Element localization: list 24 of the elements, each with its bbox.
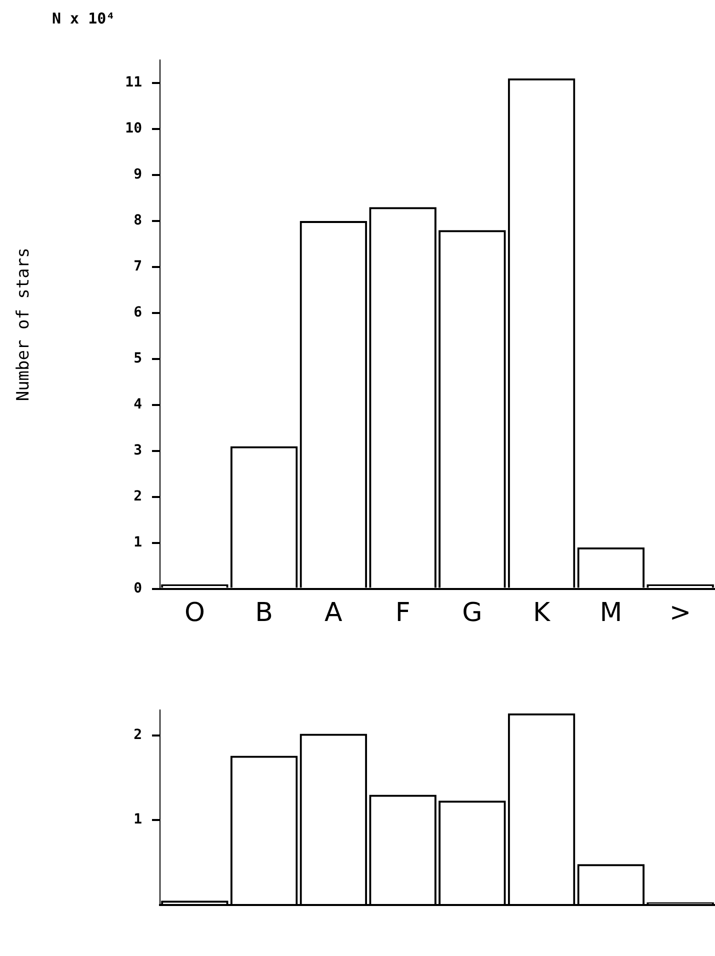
y-tick-label: 3 (134, 442, 142, 458)
x-tick-label: > (669, 598, 692, 628)
y-tick-label: 5 (134, 350, 142, 367)
y-tick-label: 2 (134, 727, 142, 744)
x-tick-label: M (600, 598, 622, 628)
y-tick-label: 7 (134, 258, 142, 275)
x-tick-label: F (395, 598, 410, 628)
y-axis-title: Number of stars (14, 248, 34, 402)
y-tick-label: 1 (134, 534, 142, 550)
y-tick-label: 8 (134, 212, 142, 229)
text: N x 10⁴ (52, 9, 116, 28)
y-tick-label: 1 (134, 812, 142, 828)
x-tick-label: O (184, 598, 205, 628)
y-tick-label: 4 (134, 396, 142, 413)
x-tick-label: G (462, 598, 482, 628)
y-tick-label: 9 (134, 166, 142, 183)
y-tick-label: 2 (134, 488, 142, 504)
y-tick-label: 11 (125, 74, 142, 91)
y-tick-label: 10 (125, 120, 142, 137)
x-tick-label: K (533, 598, 552, 628)
x-tick-label: B (255, 598, 273, 628)
y-tick-label: 6 (134, 304, 142, 321)
y-tick-label: 0 (134, 580, 142, 596)
x-tick-label: A (324, 598, 343, 628)
